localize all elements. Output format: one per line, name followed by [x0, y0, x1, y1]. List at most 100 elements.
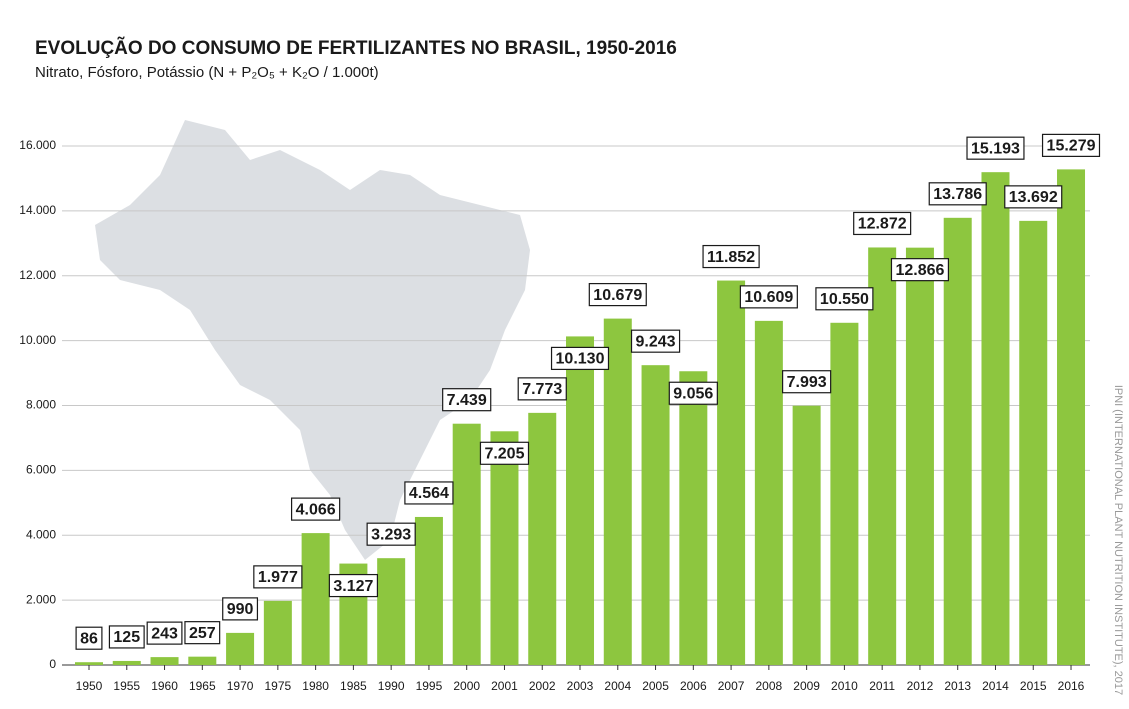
bar — [75, 662, 103, 665]
bar — [868, 247, 897, 666]
y-tick-label: 16.000 — [19, 138, 56, 152]
bar — [981, 172, 1010, 665]
bar — [188, 656, 217, 665]
x-tick-label: 1990 — [378, 679, 405, 693]
value-label: 3.293 — [371, 526, 411, 543]
value-label: 4.564 — [409, 485, 449, 502]
value-label: 10.130 — [556, 351, 605, 368]
value-label-box — [404, 481, 454, 505]
value-label-box — [290, 497, 341, 521]
bar — [452, 423, 481, 665]
value-label-box — [328, 573, 379, 598]
bar — [263, 600, 292, 665]
x-tick-label: 1970 — [227, 679, 254, 693]
value-label: 7.773 — [522, 381, 562, 398]
source: IPNI (INTERNATIONAL PLANT NUTRITION INST… — [1112, 385, 1124, 695]
value-label-box — [782, 370, 832, 394]
value-label-box — [75, 626, 103, 650]
value-label-box — [966, 136, 1025, 160]
value-label-box — [1004, 185, 1063, 209]
x-tick-label: 2008 — [756, 679, 783, 693]
value-label: 7.439 — [447, 392, 487, 409]
value-label: 13.786 — [933, 186, 982, 203]
bar — [414, 516, 443, 665]
value-label-box — [890, 258, 950, 282]
value-label-box — [222, 597, 259, 621]
bar — [377, 558, 406, 665]
x-tick-label: 1980 — [302, 679, 329, 693]
x-tick-label: 1985 — [340, 679, 367, 693]
value-label-box — [108, 625, 145, 649]
value-label-box — [928, 182, 987, 206]
value-label-box — [366, 522, 416, 546]
value-label-box — [146, 621, 183, 645]
x-tick-label: 2011 — [869, 679, 895, 693]
bar — [150, 657, 179, 665]
x-tick-label: 2009 — [793, 679, 820, 693]
bar — [641, 365, 670, 665]
value-label: 4.066 — [296, 501, 336, 518]
value-label-box — [517, 377, 567, 401]
bar — [301, 533, 330, 665]
brazil-map — [95, 120, 530, 560]
x-tick-label: 2005 — [642, 679, 669, 693]
x-tick-label: 2002 — [529, 679, 556, 693]
value-label: 10.550 — [820, 291, 869, 308]
y-tick-label: 14.000 — [19, 203, 56, 217]
y-tick-label: 8.000 — [26, 398, 56, 412]
value-label: 257 — [189, 625, 216, 642]
x-tick-label: 2015 — [1020, 679, 1047, 693]
value-label-box — [1041, 133, 1101, 157]
value-label: 86 — [80, 630, 98, 647]
value-label: 243 — [151, 625, 178, 642]
value-label: 3.127 — [333, 578, 373, 595]
x-tick-label: 2014 — [982, 679, 1009, 693]
bar — [830, 322, 859, 665]
value-label: 7.993 — [787, 374, 827, 391]
x-tick-label: 2007 — [718, 679, 745, 693]
bar — [905, 247, 934, 665]
bar — [717, 280, 746, 665]
y-tick-label: 12.000 — [19, 268, 56, 282]
y-tick-label: 10.000 — [19, 333, 56, 347]
value-label: 9.243 — [636, 333, 676, 350]
x-tick-label: 2013 — [944, 679, 971, 693]
value-label-box — [739, 285, 798, 309]
y-tick-label: 6.000 — [26, 463, 56, 477]
bar — [528, 412, 557, 665]
bar — [490, 431, 519, 665]
bar — [1057, 169, 1086, 665]
x-tick-label: 1975 — [264, 679, 291, 693]
x-tick-label: 1960 — [151, 679, 178, 693]
value-label: 15.193 — [971, 140, 1020, 157]
x-tick-label: 2016 — [1058, 679, 1085, 693]
chart-title: EVOLUÇÃO DO CONSUMO DE FERTILIZANTES NO … — [35, 37, 677, 59]
x-tick-label: 2000 — [453, 679, 480, 693]
value-label: 12.872 — [858, 216, 907, 233]
value-label-box — [853, 211, 912, 236]
x-tick-label: 2001 — [491, 679, 518, 693]
value-label: 1.977 — [258, 569, 298, 586]
value-label: 11.852 — [707, 249, 755, 266]
bar — [792, 405, 821, 665]
value-label: 990 — [227, 601, 254, 618]
bar — [112, 660, 141, 665]
value-label-box — [630, 329, 681, 353]
bar — [1019, 220, 1048, 665]
value-label: 9.056 — [673, 385, 713, 402]
bar — [754, 320, 783, 665]
value-label-box — [702, 244, 760, 269]
bar — [566, 336, 595, 665]
x-tick-label: 1950 — [76, 679, 103, 693]
y-tick-label: 0 — [49, 657, 56, 671]
x-tick-label: 2003 — [567, 679, 594, 693]
chart-subtitle: Nitrato, Fósforo, Potássio (N + P₂O₅ + K… — [35, 64, 379, 81]
x-tick-label: 1955 — [113, 679, 140, 693]
bar — [679, 371, 708, 665]
bar — [603, 318, 632, 665]
x-tick-label: 1995 — [416, 679, 443, 693]
x-tick-label: 2006 — [680, 679, 707, 693]
value-label: 12.866 — [895, 262, 944, 279]
x-tick-label: 2012 — [907, 679, 934, 693]
value-label-box — [184, 621, 221, 645]
